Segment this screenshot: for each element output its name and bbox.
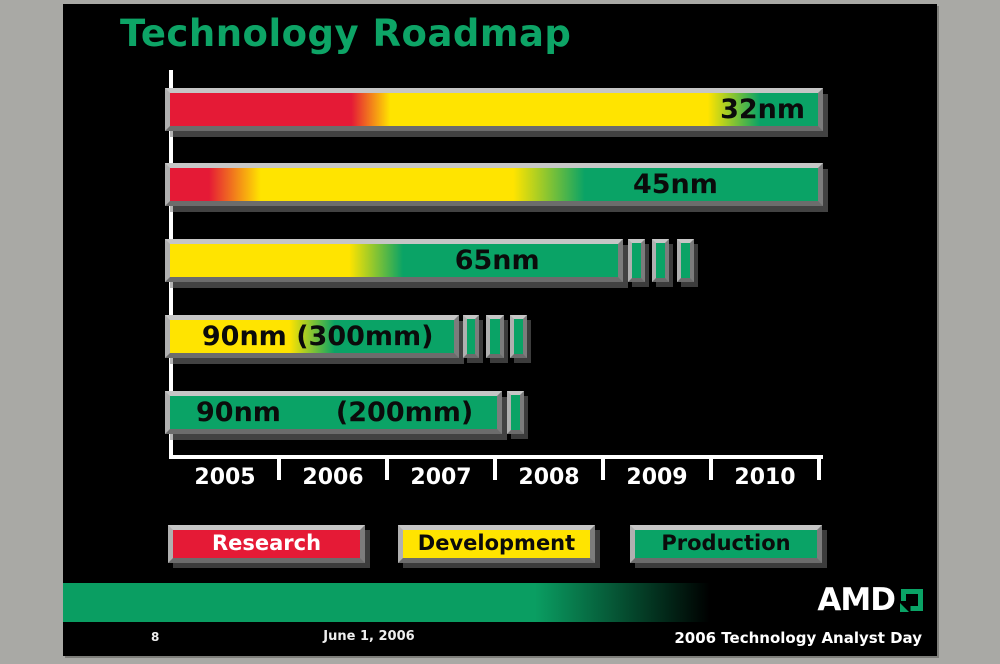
production-marker xyxy=(676,239,694,282)
axis-year-label: 2005 xyxy=(194,465,256,490)
bar-gradient xyxy=(170,396,498,429)
legend-box-development: Development xyxy=(398,525,595,563)
bar-label: 45nm xyxy=(632,169,718,200)
axis-year-label: 2007 xyxy=(410,465,472,490)
axis-year-label: 2009 xyxy=(626,465,688,490)
production-marker xyxy=(506,391,525,434)
footer-accent-bar xyxy=(63,583,937,622)
legend-box-research: Research xyxy=(168,525,365,563)
bar-label: 90nm (200mm) xyxy=(170,396,497,429)
footer-date: June 1, 2006 xyxy=(323,629,415,644)
footer-event-title: 2006 Technology Analyst Day xyxy=(674,629,922,647)
axis-year-label: 2008 xyxy=(518,465,580,490)
x-axis-line xyxy=(169,455,823,459)
roadmap-bar-90nm-200mm: 90nm (200mm) xyxy=(165,391,503,434)
bar-label: 65nm xyxy=(454,245,540,276)
legend-box-production: Production xyxy=(630,525,822,563)
bar-label: 32nm xyxy=(720,94,805,125)
production-marker xyxy=(627,239,646,282)
page-number: 8 xyxy=(151,630,160,644)
axis-tick xyxy=(601,459,605,480)
production-marker xyxy=(651,239,669,282)
roadmap-bar-45nm: 45nm xyxy=(165,163,823,206)
axis-tick xyxy=(709,459,713,480)
amd-logo-text: AMD xyxy=(817,582,896,618)
bar-label-left: 90nm xyxy=(196,397,281,428)
production-marker xyxy=(510,315,528,358)
axis-tick xyxy=(493,459,497,480)
roadmap-chart: 2005 2006 2007 2008 2009 2010 32nm 45nm 65nm 90nm… xyxy=(63,4,937,524)
bar-gradient xyxy=(170,168,818,201)
axis-tick xyxy=(817,459,821,480)
axis-tick xyxy=(277,459,281,480)
bar-label: 90nm (300mm) xyxy=(201,321,434,352)
slide-title: Technology Roadmap xyxy=(120,12,572,55)
production-marker xyxy=(486,315,504,358)
roadmap-bar-65nm: 65nm xyxy=(165,239,624,282)
roadmap-bar-90nm-300mm: 90nm (300mm) xyxy=(165,315,460,358)
production-marker xyxy=(462,315,479,358)
bar-gradient xyxy=(170,93,818,126)
bar-label-right: (200mm) xyxy=(335,397,474,428)
amd-logo: AMD xyxy=(817,582,925,618)
axis-year-label: 2010 xyxy=(734,465,796,490)
bar-gradient xyxy=(170,320,455,353)
bar-gradient xyxy=(170,244,619,277)
axis-tick xyxy=(385,459,389,480)
amd-arrow-icon xyxy=(900,589,923,612)
axis-year-label: 2006 xyxy=(302,465,364,490)
roadmap-bar-32nm: 32nm xyxy=(165,88,823,131)
slide: Technology Roadmap 2005 2006 2007 2008 2009 2… xyxy=(63,4,937,656)
